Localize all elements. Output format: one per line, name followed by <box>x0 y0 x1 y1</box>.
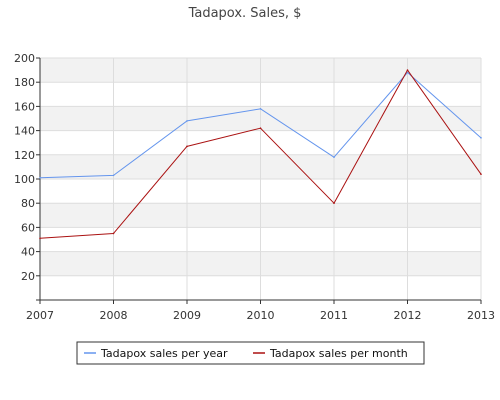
y-tick-label: 60 <box>21 221 35 234</box>
data-point <box>333 156 335 159</box>
x-tick-label: 2009 <box>173 309 201 322</box>
data-point <box>259 127 262 129</box>
y-tick-label: 80 <box>21 197 35 210</box>
data-point <box>186 120 188 122</box>
data-point <box>333 202 335 204</box>
legend-box <box>76 341 425 365</box>
x-tick-label: 2011 <box>320 309 348 322</box>
x-axis-ticks: 2007 2008 2009 2010 2011 2012 2013 <box>26 300 495 322</box>
series-layer <box>39 69 482 240</box>
x-tick-label: 2010 <box>247 309 275 322</box>
data-point <box>112 232 115 235</box>
y-tick-label: 20 <box>21 270 35 283</box>
legend-label: Tadapox sales per year <box>100 347 228 360</box>
x-tick-label: 2008 <box>100 309 128 322</box>
y-tick-label: 140 <box>14 125 35 138</box>
data-point <box>406 69 409 71</box>
y-tick-label: 40 <box>21 246 35 259</box>
x-tick-label: 2012 <box>394 309 422 322</box>
chart-title: Tadapox. Sales, $ <box>188 6 302 21</box>
data-point <box>406 71 409 74</box>
y-tick-label: 200 <box>14 52 35 65</box>
y-tick-label: 120 <box>14 149 35 162</box>
data-point <box>112 174 115 177</box>
x-tick-label: 2013 <box>467 309 495 322</box>
legend-label: Tadapox sales per month <box>269 347 408 360</box>
y-tick-label: 100 <box>14 173 35 186</box>
data-point <box>480 173 482 175</box>
data-point <box>39 237 41 240</box>
data-point <box>186 145 188 148</box>
data-point <box>259 108 262 110</box>
y-axis-ticks: 20 40 60 80 100 120 140 160 180 200 <box>14 52 40 301</box>
data-point <box>39 176 41 179</box>
legend: Tadapox sales per year Tadapox sales per … <box>76 341 425 365</box>
x-tick-label: 2007 <box>26 309 54 322</box>
y-tick-label: 180 <box>14 76 35 89</box>
y-tick-label: 160 <box>14 100 35 113</box>
data-point <box>480 137 482 139</box>
